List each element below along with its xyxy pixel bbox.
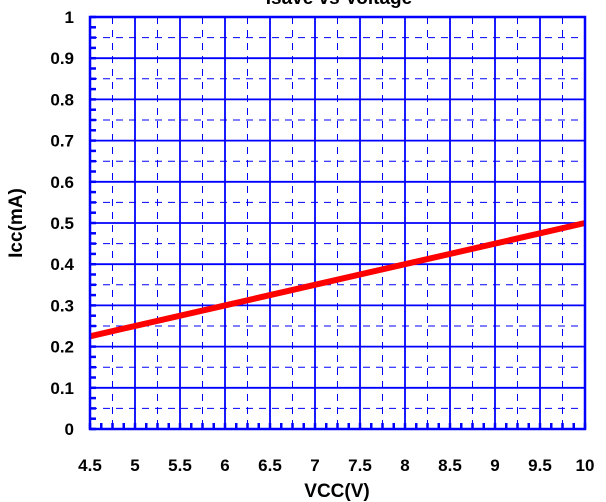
y-axis-label: Icc(mA) bbox=[6, 188, 27, 258]
x-tick-label: 5 bbox=[130, 456, 139, 475]
y-tick-label: 0.7 bbox=[50, 132, 74, 151]
y-tick-label: 1 bbox=[65, 8, 74, 27]
chart-title: Isave vs Voltage bbox=[266, 0, 412, 9]
y-tick-label: 0.8 bbox=[50, 90, 74, 109]
y-tick-labels: 0 0.1 0.2 0.3 0.4 0.5 0.6 0.7 0.8 0.9 1 bbox=[50, 8, 74, 439]
x-tick-label: 9 bbox=[490, 456, 499, 475]
x-tick-label: 7 bbox=[310, 456, 319, 475]
y-tick-label: 0.4 bbox=[50, 255, 74, 274]
minor-grid bbox=[90, 17, 585, 429]
x-tick-label: 7.5 bbox=[348, 456, 372, 475]
x-tick-label: 6 bbox=[220, 456, 229, 475]
x-axis-label: VCC(V) bbox=[304, 481, 369, 502]
x-tick-label: 8.5 bbox=[438, 456, 462, 475]
plot-frame bbox=[88, 15, 587, 431]
y-tick-label: 0.9 bbox=[50, 49, 74, 68]
y-tick-label: 0.5 bbox=[50, 214, 74, 233]
x-tick-label: 6.5 bbox=[258, 456, 282, 475]
x-tick-label: 10 bbox=[576, 456, 595, 475]
series-line bbox=[89, 220, 586, 340]
y-tick-label: 0.1 bbox=[50, 379, 74, 398]
x-tick-labels: 4.5 5 5.5 6 6.5 7 7.5 8 8.5 9 9.5 10 bbox=[78, 456, 594, 475]
x-tick-label: 4.5 bbox=[78, 456, 102, 475]
y-tick-label: 0.6 bbox=[50, 173, 74, 192]
x-tick-label: 5.5 bbox=[168, 456, 192, 475]
x-tick-label: 9.5 bbox=[528, 456, 552, 475]
x-tick-label: 8 bbox=[400, 456, 409, 475]
series-layer bbox=[89, 220, 586, 340]
y-tick-label: 0.2 bbox=[50, 338, 74, 357]
y-tick-label: 0.3 bbox=[50, 296, 74, 315]
y-tick-label: 0 bbox=[65, 420, 74, 439]
